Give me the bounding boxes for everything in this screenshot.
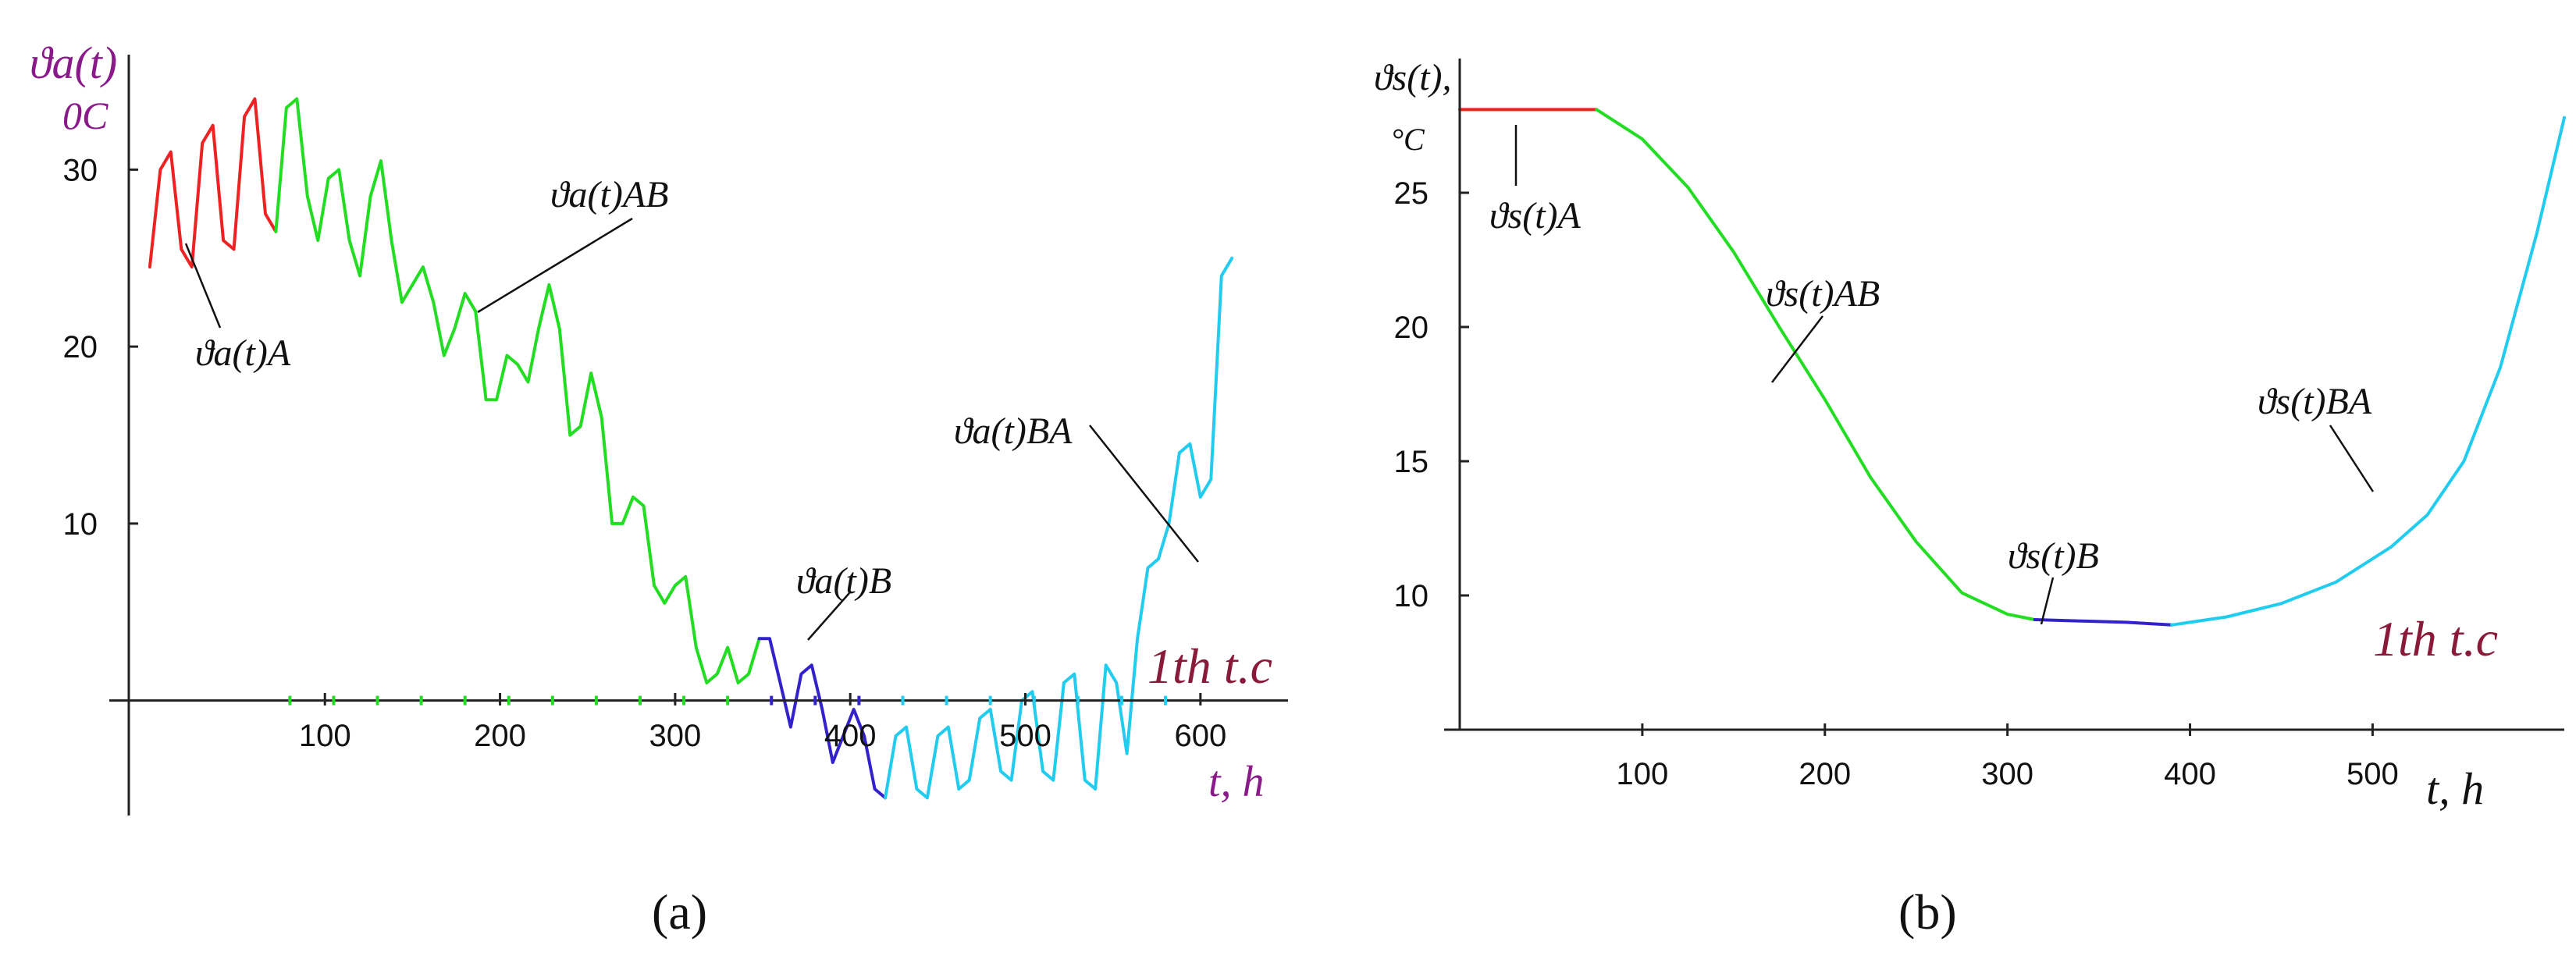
panel-a-label-B: ϑa(t)B bbox=[796, 560, 891, 602]
panel-b-x-tick-label: 400 bbox=[2164, 757, 2216, 791]
panel-a-y-tick-label: 30 bbox=[63, 153, 98, 187]
panel-a-x-tick-label: 200 bbox=[474, 719, 526, 753]
panel-a-y-unit: 0C bbox=[62, 94, 109, 137]
panel-a-x-tick-label: 400 bbox=[824, 719, 877, 753]
panel-b-leader-B bbox=[2040, 577, 2055, 625]
panel-a-series-B bbox=[757, 637, 888, 800]
panel-a-leader-A bbox=[184, 243, 222, 329]
panel-a-leader-AB bbox=[477, 217, 633, 314]
panel-b-series-AB bbox=[1595, 108, 2037, 621]
panel-b-y-tick-label: 15 bbox=[1394, 445, 1429, 479]
panel-b-label-B: ϑs(t)B bbox=[2008, 535, 2099, 577]
panel-b: 100 200 300 400 500 10 15 20 25 ϑs(t), °C t, h 1… bbox=[1374, 57, 2566, 940]
panel-a-label-AB: ϑa(t)AB bbox=[550, 174, 669, 215]
panel-a-axes bbox=[109, 55, 1288, 816]
panel-a-y-label: ϑa(t) bbox=[30, 37, 117, 88]
panel-a-leader-BA bbox=[1089, 425, 1199, 563]
panel-a-x-tick-label: 100 bbox=[299, 719, 351, 753]
panel-a-series-BA bbox=[884, 256, 1234, 800]
panel-a-series-A bbox=[148, 97, 278, 269]
panel-b-curves bbox=[1458, 108, 2566, 627]
panel-b-cycle-label: 1th t.c bbox=[2373, 611, 2498, 666]
panel-a-label-A: ϑa(t)A bbox=[195, 332, 291, 374]
panel-b-x-tick-label: 500 bbox=[2347, 757, 2399, 791]
panel-b-leader-BA bbox=[2329, 425, 2375, 492]
panel-a: 100 200 300 400 500 600 10 20 30 ϑa(t) 0C t, h 1… bbox=[30, 37, 1288, 940]
panel-b-label-BA: ϑs(t)BA bbox=[2258, 381, 2372, 422]
panel-b-x-label: t, h bbox=[2426, 763, 2484, 814]
panel-a-y-tick-label: 20 bbox=[63, 330, 98, 364]
panel-a-series-AB bbox=[274, 97, 761, 684]
panel-a-y-tick-label: 10 bbox=[63, 507, 98, 542]
panel-b-series-BA bbox=[2170, 116, 2566, 627]
panel-a-cycle-label: 1th t.c bbox=[1147, 638, 1272, 694]
panel-b-axes bbox=[1444, 59, 2564, 731]
panel-b-label-A: ϑs(t)A bbox=[1489, 195, 1582, 236]
panel-b-y-label: ϑs(t), bbox=[1374, 57, 1452, 98]
panel-b-ticks: 100 200 300 400 500 10 15 20 25 bbox=[1394, 176, 2399, 791]
panel-b-leader-AB bbox=[1771, 315, 1823, 383]
panel-b-y-tick-label: 10 bbox=[1394, 579, 1429, 613]
panel-b-x-tick-label: 100 bbox=[1617, 757, 1669, 791]
panel-b-caption: (b) bbox=[1898, 884, 1957, 940]
panel-b-x-tick-label: 300 bbox=[1981, 757, 2033, 791]
panel-b-label-AB: ϑs(t)AB bbox=[1766, 273, 1880, 315]
panel-a-leader-B bbox=[807, 592, 850, 641]
panel-b-y-tick-label: 20 bbox=[1394, 311, 1429, 345]
panel-a-axis-markers bbox=[288, 695, 1167, 705]
panel-a-ticks: 100 200 300 400 500 600 10 20 30 bbox=[63, 153, 1227, 753]
panel-a-curves bbox=[148, 97, 1234, 800]
panel-b-y-tick-label: 25 bbox=[1394, 176, 1429, 211]
panel-a-x-label: t, h bbox=[1208, 758, 1265, 806]
panel-a-caption: (a) bbox=[652, 884, 707, 940]
panel-a-x-tick-label: 600 bbox=[1174, 719, 1226, 753]
panel-a-x-tick-label: 300 bbox=[649, 719, 702, 753]
panel-a-x-tick-label: 500 bbox=[999, 719, 1051, 753]
panel-b-x-tick-label: 200 bbox=[1799, 757, 1851, 791]
panel-b-series-B bbox=[2033, 618, 2174, 627]
panel-b-y-unit: °C bbox=[1391, 122, 1425, 157]
panel-a-label-BA: ϑa(t)BA bbox=[954, 410, 1073, 452]
